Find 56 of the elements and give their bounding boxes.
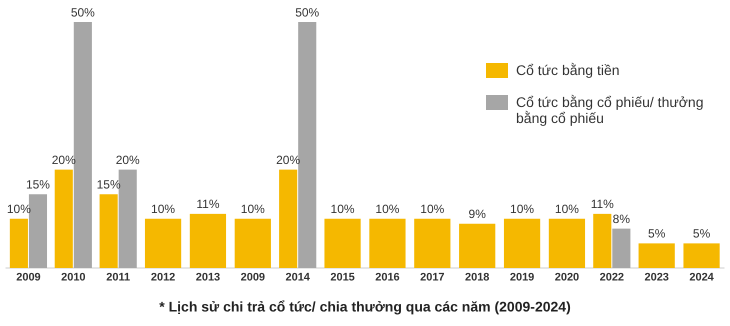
data-label: 10% xyxy=(554,202,580,216)
x-tick-label: 2015 xyxy=(330,272,355,284)
data-label: 5% xyxy=(648,226,666,241)
x-tick-label: 2016 xyxy=(375,272,400,284)
bar xyxy=(190,214,226,268)
data-label: 9% xyxy=(468,207,486,222)
bar xyxy=(324,218,361,268)
bar xyxy=(298,22,316,268)
bar xyxy=(459,224,496,268)
x-tick-label: 2017 xyxy=(420,272,445,284)
x-tick-label: 2019 xyxy=(510,272,534,284)
x-tick-label: 2014 xyxy=(285,272,311,284)
bar xyxy=(74,22,92,268)
data-label: 10% xyxy=(240,202,266,216)
x-tick-label: 2013 xyxy=(196,272,220,284)
data-label: 15% xyxy=(26,178,50,192)
data-label: 11% xyxy=(196,197,220,212)
data-label: 10% xyxy=(151,202,176,216)
x-tick-label: 2020 xyxy=(554,272,580,284)
data-label: 20% xyxy=(276,152,300,167)
data-label: 50% xyxy=(70,5,96,20)
data-label: 20% xyxy=(52,152,76,167)
bar xyxy=(504,218,540,268)
data-label: 10% xyxy=(420,202,445,216)
data-label: 50% xyxy=(295,5,320,20)
bar xyxy=(638,243,675,268)
data-label: 10% xyxy=(375,202,400,216)
bar xyxy=(548,218,586,268)
data-label: 10% xyxy=(6,202,32,216)
bar xyxy=(28,194,48,268)
bar xyxy=(414,218,450,268)
legend-label: Cổ tức bằng tiền xyxy=(516,62,620,78)
data-label: 8% xyxy=(612,212,630,226)
x-tick-label: 2024 xyxy=(689,272,715,284)
bar xyxy=(144,218,182,268)
bar xyxy=(234,218,271,268)
data-label: 5% xyxy=(692,226,711,241)
x-tick-label: 2018 xyxy=(464,272,490,284)
bar xyxy=(612,228,630,268)
data-label: 15% xyxy=(96,178,121,192)
data-label: 10% xyxy=(330,202,355,216)
bar xyxy=(683,243,720,268)
x-tick-label: 2011 xyxy=(106,272,130,284)
data-label: 10% xyxy=(510,202,534,216)
bar xyxy=(369,218,406,268)
x-tick-label: 2010 xyxy=(61,272,86,284)
x-tick-label: 2023 xyxy=(644,272,669,284)
x-tick-label: 2009 xyxy=(16,272,41,284)
text: * Lịch sử chi trả cổ tức/ chia thưởng qua các năm (2009-2024) xyxy=(159,298,571,314)
data-label: 11% xyxy=(590,197,614,212)
legend-label: Cổ tức bằng cổ phiếu/ thưởng bằng cổ phiếu xyxy=(516,94,704,126)
bar xyxy=(118,170,137,268)
x-tick-label: 2012 xyxy=(150,272,176,284)
x-tick-label: 2009 xyxy=(240,272,266,284)
x-tick-label: 2022 xyxy=(600,272,624,284)
data-label: 20% xyxy=(116,152,140,167)
